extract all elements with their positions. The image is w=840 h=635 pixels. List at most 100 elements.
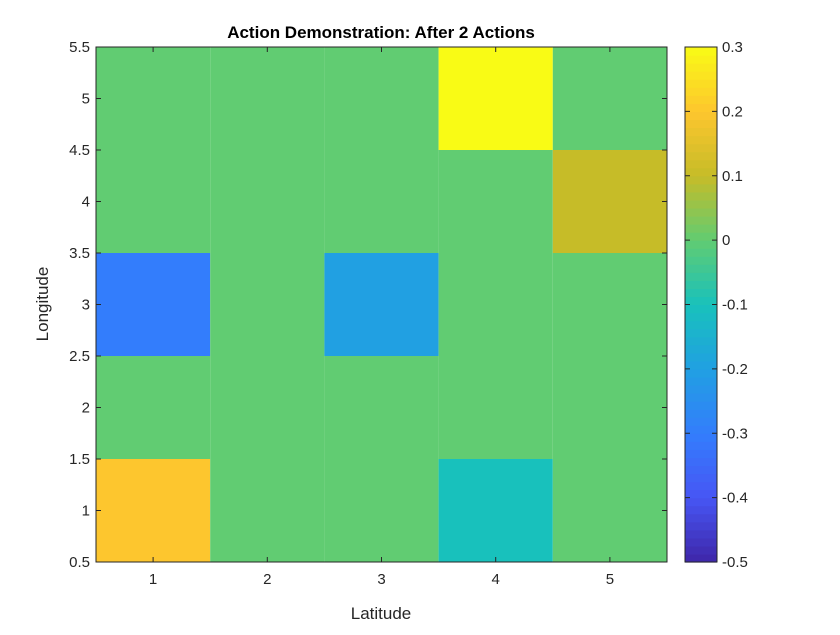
x-tick-label: 3: [377, 571, 385, 588]
heatmap-cell: [210, 150, 325, 253]
y-tick-label: 5: [82, 91, 90, 108]
colorbar-segment: [685, 328, 717, 338]
heatmap-cell: [96, 253, 211, 356]
colorbar-segment: [685, 248, 717, 257]
colorbar-segment: [685, 376, 717, 386]
colorbar-segment: [685, 312, 717, 322]
heatmap-cell: [552, 47, 667, 150]
heatmap-cell: [210, 253, 325, 356]
colorbar-segment: [685, 521, 717, 531]
colorbar-segment: [685, 497, 717, 507]
colorbar-tick-label: -0.1: [722, 297, 748, 314]
heatmap-cell: [210, 459, 325, 562]
colorbar-segment: [685, 135, 717, 145]
x-axis-ticks: 1 2 3 4 5: [149, 47, 614, 588]
heatmap-cell: [552, 459, 667, 562]
colorbar-segment: [685, 191, 717, 201]
colorbar-segment: [685, 143, 717, 153]
colorbar-segment: [685, 489, 717, 499]
colorbar-segment: [685, 393, 717, 402]
heatmap-cell: [210, 47, 325, 150]
colorbar-segment: [685, 167, 717, 177]
colorbar-segment: [685, 473, 717, 483]
colorbar-segment: [685, 513, 717, 523]
colorbar-segment: [685, 433, 717, 442]
colorbar-segment: [685, 537, 717, 547]
colorbar-segment: [685, 256, 717, 265]
colorbar-segment: [685, 288, 717, 298]
y-tick-label: 2: [82, 400, 90, 417]
heatmap-cells: [96, 47, 667, 562]
y-tick-label: 1.5: [69, 451, 90, 468]
colorbar-segment: [685, 449, 717, 458]
colorbar-segment: [685, 545, 717, 555]
colorbar-segment: [685, 215, 717, 225]
colorbar-segment: [685, 71, 717, 80]
colorbar-segment: [685, 360, 717, 370]
colorbar-segment: [685, 409, 717, 418]
colorbar-segment: [685, 425, 717, 434]
y-tick-label: 0.5: [69, 554, 90, 571]
colorbar-tick-label: -0.4: [722, 490, 748, 507]
colorbar-segment: [685, 207, 717, 217]
x-axis-label: Latitude: [351, 604, 412, 623]
colorbar-tick-label: -0.3: [722, 425, 748, 442]
colorbar-segment: [685, 336, 717, 346]
colorbar-tick-label: -0.5: [722, 554, 748, 571]
colorbar-segment: [685, 183, 717, 193]
heatmap-cell: [438, 150, 553, 253]
colorbar-segment: [685, 55, 717, 64]
colorbar-segment: [685, 304, 717, 314]
colorbar: -0.5 -0.4 -0.3 -0.2 -0.1 0 0.1 0.2 0.3: [684, 39, 748, 571]
colorbar-tick-label: 0: [722, 232, 730, 249]
heatmap-cell: [96, 47, 211, 150]
colorbar-segment: [685, 103, 717, 112]
colorbar-segment: [685, 465, 717, 475]
heatmap-cell: [552, 150, 667, 253]
heatmap-cell: [96, 459, 211, 562]
colorbar-segment: [685, 553, 717, 563]
heatmap-cell: [324, 356, 439, 459]
heatmap-cell: [552, 253, 667, 356]
colorbar-segment: [685, 384, 717, 394]
y-axis-label: Longitude: [33, 267, 52, 342]
heatmap-cell: [210, 356, 325, 459]
colorbar-segment: [685, 368, 717, 378]
heatmap-cell: [552, 356, 667, 459]
colorbar-segment: [685, 352, 717, 362]
heatmap-cell: [324, 47, 439, 150]
colorbar-segment: [685, 111, 717, 121]
colorbar-segment: [685, 240, 717, 249]
heatmap-cell: [438, 253, 553, 356]
y-tick-label: 1: [82, 503, 90, 520]
colorbar-segment: [685, 417, 717, 426]
x-tick-label: 2: [263, 571, 271, 588]
colorbar-segment: [685, 47, 717, 56]
y-tick-label: 5.5: [69, 39, 90, 56]
colorbar-segment: [685, 63, 717, 72]
colorbar-segment: [685, 264, 717, 273]
colorbar-segment: [685, 159, 717, 169]
colorbar-segment: [685, 87, 717, 96]
heatmap-cell: [324, 150, 439, 253]
heatmap-cell: [324, 459, 439, 562]
colorbar-segment: [685, 199, 717, 209]
heatmap-cell: [324, 253, 439, 356]
y-tick-label: 4: [82, 194, 90, 211]
colorbar-segment: [685, 272, 717, 281]
colorbar-tick-label: 0.1: [722, 168, 743, 185]
colorbar-segment: [685, 151, 717, 161]
colorbar-segment: [685, 481, 717, 491]
y-tick-label: 3: [82, 297, 90, 314]
heatmap-cell: [96, 356, 211, 459]
colorbar-segment: [685, 79, 717, 88]
heatmap-cell: [438, 356, 553, 459]
heatmap-cell: [438, 459, 553, 562]
colorbar-segment: [685, 175, 717, 185]
colorbar-tick-label: 0.2: [722, 103, 743, 120]
y-tick-label: 2.5: [69, 348, 90, 365]
x-tick-label: 1: [149, 571, 157, 588]
colorbar-tick-label: 0.3: [722, 39, 743, 56]
colorbar-segment: [685, 320, 717, 330]
